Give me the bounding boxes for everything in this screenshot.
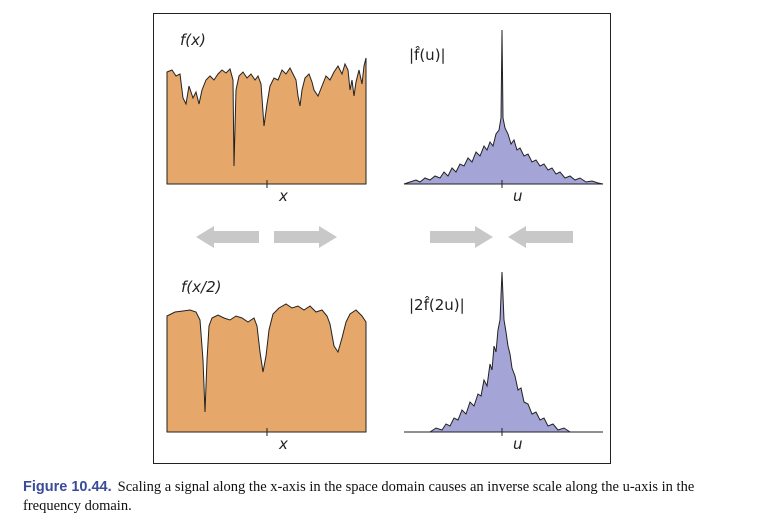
- axis-label-u-bottom: u: [513, 435, 523, 453]
- figure-caption: Figure 10.44. Scaling a signal along the …: [23, 478, 753, 516]
- axis-label-x-top: x: [278, 187, 288, 205]
- label-f-hat-u: |f̂(u)|: [409, 45, 446, 64]
- arrow-left-2: [508, 226, 573, 248]
- spectrum-area-top: [403, 29, 604, 185]
- arrow-right-1: [274, 226, 337, 248]
- arrow-right-2: [430, 226, 493, 248]
- spectrum-plot-top: |f̂(u)| u: [403, 29, 604, 205]
- spectrum-plot-bottom: |2f̂(2u)| u: [404, 271, 603, 453]
- figure-graphic: f(x) x |f̂(u)| u f(x/2) x |2f̂(2u)| u: [166, 29, 604, 453]
- signal-area-bottom: [166, 303, 367, 433]
- axis-label-u-top: u: [513, 187, 523, 205]
- figure-number: Figure 10.44.: [23, 479, 112, 495]
- label-f-x-half: f(x/2): [181, 278, 221, 296]
- caption-text: Scaling a signal along the x-axis in the…: [23, 479, 695, 514]
- arrows-row: [196, 226, 573, 248]
- signal-plot-bottom: f(x/2) x: [166, 278, 367, 453]
- signal-area-top: [166, 57, 367, 185]
- spectrum-area-bottom: [428, 271, 572, 433]
- signal-plot-top: f(x) x: [166, 31, 367, 205]
- label-f-x: f(x): [180, 31, 206, 49]
- arrow-left-1: [196, 226, 259, 248]
- label-2f-hat-2u: |2f̂(2u)|: [409, 295, 465, 314]
- axis-label-x-bottom: x: [278, 435, 288, 453]
